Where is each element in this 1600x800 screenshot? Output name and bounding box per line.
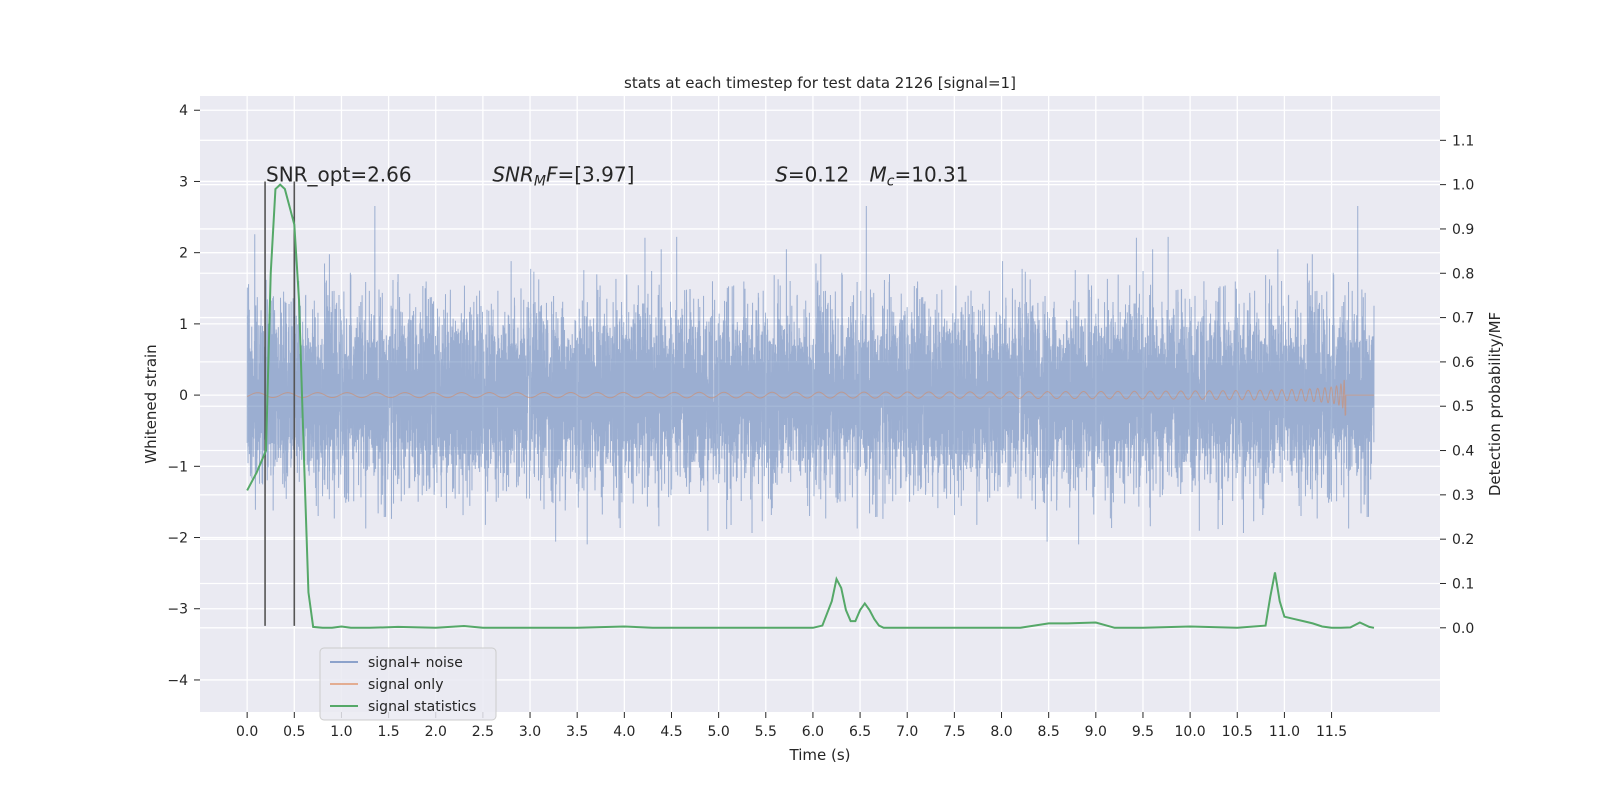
x-tick-label: 8.0 (990, 724, 1012, 740)
annotation-snr_opt: SNR_opt=2.66 (266, 162, 412, 186)
x-tick-label: 2.0 (425, 724, 447, 740)
annotation-snr_mf: SNRMF=[3.97] (492, 162, 634, 189)
annotation-part: F (546, 162, 558, 186)
plot-area (246, 181, 1375, 629)
legend: signal+ noise signal only signal statistic… (319, 647, 497, 721)
x-tick-label: 9.0 (1085, 724, 1107, 740)
legend-frame (319, 647, 497, 721)
right-y-tick-label: 0.7 (1452, 311, 1474, 327)
annotation-part: M (870, 162, 887, 186)
annotation-part: =[3.97] (557, 162, 634, 186)
left-y-tick-label: −3 (167, 602, 188, 618)
x-axis-ticks: 0.0 0.5 1.0 1.5 2.0 2.5 3.0 3.5 4.0 4.5 5.0 5.5 6.0 6… (236, 712, 1347, 740)
x-tick-label: 10.5 (1222, 724, 1253, 740)
series-signal-only-line (246, 379, 1374, 416)
left-y-tick-label: −2 (167, 531, 188, 547)
x-tick-label: 6.0 (802, 724, 824, 740)
x-tick-label: 3.0 (519, 724, 541, 740)
x-tick-label: 4.0 (613, 724, 635, 740)
x-tick-label: 5.0 (707, 724, 729, 740)
right-y-tick-label: 0.0 (1452, 621, 1474, 637)
annotations: SNR_opt=2.66 SNRMF=[3.97] S=0.12 Mc=10.31 (266, 162, 968, 189)
x-tick-label: 10.0 (1175, 724, 1206, 740)
legend-label-signal-noise: signal+ noise (368, 655, 463, 671)
left-y-tick-label: 0 (179, 388, 188, 404)
annotation-part: S (775, 162, 788, 186)
annotation-mc_value: Mc=10.31 (870, 162, 969, 189)
x-tick-label: 2.5 (472, 724, 494, 740)
x-tick-label: 7.5 (943, 724, 965, 740)
x-tick-label: 5.5 (755, 724, 777, 740)
x-tick-label: 0.0 (236, 724, 258, 740)
series-signal-statistics-line (246, 183, 1375, 629)
x-tick-label: 4.5 (660, 724, 682, 740)
right-y-tick-label: 0.5 (1452, 399, 1474, 415)
left-y-axis-label: Whitened strain (142, 344, 160, 463)
x-tick-label: 1.0 (330, 724, 352, 740)
x-tick-label: 8.5 (1038, 724, 1060, 740)
legend-label-signal-only: signal only (368, 677, 443, 693)
left-y-axis-ticks: −4 −3 −2 −1 0 1 2 3 4 (167, 103, 200, 689)
x-tick-label: 6.5 (849, 724, 871, 740)
legend-label-signal-statistics: signal statistics (368, 699, 476, 715)
x-tick-label: 3.5 (566, 724, 588, 740)
right-y-axis-label: Detection probability/MF (1486, 312, 1504, 496)
annotation-part: =10.31 (894, 162, 968, 186)
right-y-tick-label: 1.1 (1452, 133, 1474, 149)
right-y-tick-label: 0.9 (1452, 222, 1474, 238)
x-tick-label: 11.0 (1269, 724, 1300, 740)
x-tick-label: 0.5 (283, 724, 305, 740)
left-y-tick-label: 3 (179, 174, 188, 190)
left-y-tick-label: 2 (179, 246, 188, 262)
right-y-axis-ticks: 0.0 0.1 0.2 0.3 0.4 0.5 0.6 0.7 0.8 0.9 1.0 1.1 (1440, 133, 1474, 637)
x-axis-label: Time (s) (789, 746, 851, 764)
left-y-tick-label: 4 (179, 103, 188, 119)
annotation-part: M (534, 173, 546, 189)
x-tick-label: 7.0 (896, 724, 918, 740)
right-y-tick-label: 0.6 (1452, 355, 1474, 371)
x-tick-label: 11.5 (1316, 724, 1347, 740)
right-y-tick-label: 0.1 (1452, 576, 1474, 592)
chart-title: stats at each timestep for test data 212… (624, 74, 1016, 92)
left-y-tick-label: −1 (167, 459, 188, 475)
right-y-tick-label: 0.8 (1452, 266, 1474, 282)
x-tick-label: 9.5 (1132, 724, 1154, 740)
series-signal-noise-line (246, 205, 1375, 545)
annotation-part: =0.12 (788, 162, 849, 186)
annotation-part: SNR_opt=2.66 (266, 162, 412, 186)
x-tick-label: 1.5 (377, 724, 399, 740)
vertical-markers (264, 181, 296, 626)
right-y-tick-label: 0.3 (1452, 488, 1474, 504)
right-y-tick-label: 0.4 (1452, 444, 1474, 460)
annotation-part: SNR (492, 162, 534, 186)
annotation-s_value: S=0.12 (775, 162, 849, 186)
right-y-tick-label: 0.2 (1452, 532, 1474, 548)
left-y-tick-label: −4 (167, 673, 188, 689)
right-y-tick-label: 1.0 (1452, 178, 1474, 194)
annotation-part: c (887, 173, 895, 189)
left-y-tick-label: 1 (179, 317, 188, 333)
